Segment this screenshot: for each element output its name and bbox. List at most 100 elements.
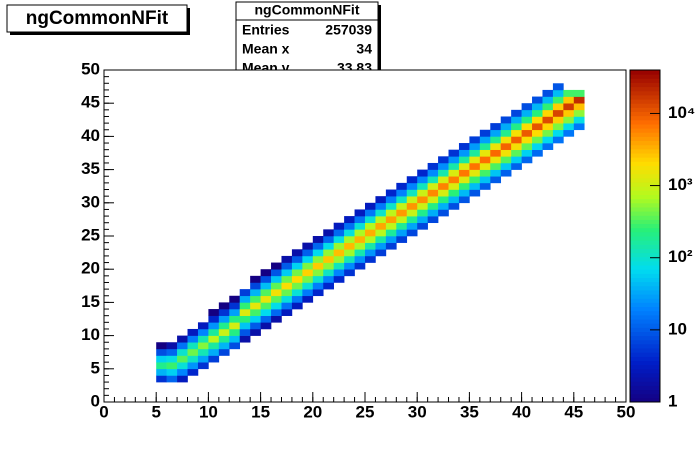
cell	[365, 242, 376, 250]
cell	[448, 162, 460, 170]
cell	[354, 229, 366, 237]
cell	[458, 196, 470, 204]
y-tick-label: 5	[91, 358, 100, 377]
cell	[177, 355, 188, 363]
cell	[281, 295, 293, 303]
x-tick-label: 10	[199, 402, 218, 421]
cell	[197, 328, 209, 336]
x-tick-label: 15	[251, 402, 270, 421]
cell	[302, 255, 314, 263]
cell	[458, 176, 470, 184]
cell	[177, 375, 188, 383]
colorbar-step	[630, 74, 660, 79]
cell	[260, 282, 272, 290]
cell	[187, 362, 199, 370]
colorbar-step	[630, 140, 660, 146]
cell	[552, 123, 564, 131]
cell	[218, 322, 230, 330]
x-tick-label: 40	[512, 402, 531, 421]
cell	[229, 328, 241, 336]
cell	[187, 328, 199, 336]
cell	[354, 242, 366, 250]
cell	[166, 348, 178, 356]
cell	[479, 176, 491, 184]
colorbar-step	[630, 78, 660, 83]
y-tick-label: 0	[91, 391, 100, 410]
cell	[542, 89, 554, 97]
colorbar-step	[630, 393, 660, 399]
cell	[323, 275, 334, 283]
cell	[458, 156, 470, 164]
y-tick-label: 15	[81, 292, 100, 311]
x-tick-label: 35	[460, 402, 479, 421]
cell	[500, 123, 512, 131]
cell	[479, 162, 491, 170]
cell	[166, 342, 178, 350]
cell	[385, 236, 397, 243]
cell	[250, 275, 261, 283]
cell	[427, 182, 439, 190]
cell	[563, 109, 575, 117]
cell	[365, 216, 376, 224]
x-tick-label: 45	[564, 402, 583, 421]
cell	[229, 295, 241, 303]
cell	[406, 216, 418, 224]
cell	[323, 255, 334, 263]
cell	[302, 269, 314, 277]
cell	[532, 96, 543, 104]
cell	[250, 328, 261, 336]
cell	[511, 136, 522, 144]
cell	[291, 282, 303, 290]
colorbar-step	[630, 169, 660, 175]
cell	[500, 169, 512, 177]
cell	[521, 143, 533, 150]
cell	[208, 342, 220, 350]
cell	[312, 282, 324, 290]
cell	[396, 189, 408, 197]
colorbar-step	[630, 161, 660, 166]
y-tick-label: 20	[81, 259, 100, 278]
cell	[479, 182, 491, 190]
cell	[438, 189, 449, 197]
colorbar-step	[630, 128, 660, 133]
colorbar-step	[630, 377, 660, 382]
cell	[542, 123, 554, 131]
cell	[458, 169, 470, 177]
cell	[542, 96, 554, 104]
cell	[406, 209, 418, 217]
cell	[323, 249, 334, 257]
cell	[344, 222, 355, 230]
cell	[438, 202, 449, 210]
colorbar-step	[630, 165, 660, 171]
cell	[469, 143, 481, 150]
colorbar-step	[630, 348, 660, 353]
cell	[563, 123, 575, 131]
cell	[511, 162, 522, 170]
cell	[385, 216, 397, 224]
cell	[385, 196, 397, 204]
cell	[448, 156, 460, 164]
colorbar-step	[630, 144, 660, 150]
colorbar-step	[630, 198, 660, 204]
colorbar-step	[630, 397, 660, 403]
cell	[156, 342, 167, 350]
cell	[187, 342, 199, 350]
cell	[250, 282, 261, 290]
cell	[197, 322, 209, 330]
stat-label: Mean x	[242, 41, 290, 57]
cell	[187, 368, 199, 376]
cell	[229, 315, 241, 323]
y-tick-label: 50	[81, 59, 100, 78]
colorbar-step	[630, 90, 660, 96]
y-tick-label: 10	[81, 325, 100, 344]
cell	[385, 189, 397, 197]
colorbar-step	[630, 153, 660, 158]
cell	[490, 149, 502, 157]
colorbar-step	[630, 335, 660, 341]
cell	[448, 202, 460, 210]
cell	[323, 269, 334, 277]
cell	[260, 269, 272, 277]
cell	[291, 302, 303, 310]
title-box	[6, 4, 188, 33]
